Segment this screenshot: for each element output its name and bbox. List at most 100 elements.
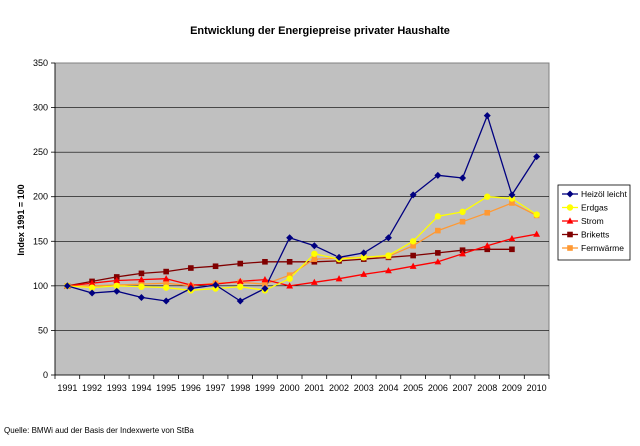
data-point-strom — [459, 250, 466, 257]
y-tick-label: 100 — [33, 281, 48, 291]
x-tick-label: 1992 — [82, 383, 102, 393]
data-point-fernw-rme — [262, 281, 268, 287]
data-point-heiz-l-leicht — [162, 297, 170, 305]
data-point-heiz-l-leicht — [113, 287, 121, 295]
data-point-erdgas — [113, 282, 120, 290]
data-point-erdgas — [484, 193, 491, 200]
x-tick-label: 1993 — [107, 383, 127, 393]
data-point-briketts — [410, 252, 416, 259]
data-point-fernw-rme — [484, 209, 491, 216]
series-markers — [63, 112, 541, 305]
legend-marker-strom — [566, 217, 574, 224]
y-tick-label: 300 — [33, 103, 48, 113]
data-point-erdgas — [385, 252, 392, 259]
legend-marker-erdgas — [566, 204, 574, 211]
data-point-heiz-l-leicht — [533, 153, 541, 161]
data-point-briketts — [212, 263, 219, 270]
data-point-strom — [434, 258, 442, 265]
data-point-strom — [286, 282, 294, 289]
data-point-strom — [261, 276, 269, 283]
data-point-strom — [483, 242, 491, 249]
legend-label-strom: Strom — [581, 216, 604, 226]
series-line-strom — [67, 233, 537, 287]
data-point-erdgas — [409, 238, 417, 245]
x-tick-label: 1995 — [156, 383, 176, 393]
data-point-strom — [88, 279, 96, 286]
data-point-heiz-l-leicht — [286, 234, 294, 242]
x-tick-label: 2008 — [477, 383, 497, 393]
data-point-fernw-rme — [311, 256, 318, 262]
data-point-strom — [113, 276, 121, 284]
legend-marker-briketts — [567, 231, 573, 238]
chart-title: Entwicklung der Energiepreise privater H… — [190, 25, 450, 37]
x-tick-label: 2007 — [453, 383, 473, 393]
data-point-briketts — [509, 246, 515, 253]
x-axis-ticks: 1991 1992 1993 1994 1995 1996 1997 1998 1999 2000… — [54, 374, 550, 393]
y-tick-label: 250 — [33, 147, 48, 157]
data-point-heiz-l-leicht — [434, 171, 442, 179]
x-tick-label: 1994 — [131, 383, 151, 393]
x-tick-label: 1991 — [57, 383, 77, 393]
y-tick-label: 150 — [33, 236, 48, 246]
data-point-strom — [385, 267, 392, 274]
data-point-erdgas — [311, 250, 318, 257]
data-point-heiz-l-leicht — [261, 285, 269, 293]
data-point-erdgas — [434, 213, 442, 220]
x-tick-label: 2006 — [428, 383, 448, 393]
x-tick-label: 2005 — [403, 383, 423, 393]
source-note: Quelle: BMWi aud der Basis der Indexwert… — [4, 426, 194, 435]
y-axis-label: Index 1991 = 100 — [16, 184, 26, 255]
legend-marker-fernw-rme — [567, 245, 573, 251]
data-point-strom — [360, 270, 368, 277]
data-point-fernw-rme — [459, 218, 466, 225]
data-point-heiz-l-leicht — [483, 112, 491, 120]
data-point-briketts — [484, 246, 491, 253]
data-point-briketts — [286, 258, 293, 265]
y-tick-label: 50 — [38, 325, 48, 335]
data-point-briketts — [163, 268, 169, 275]
x-tick-label: 2004 — [378, 383, 398, 393]
data-point-heiz-l-leicht — [236, 297, 244, 305]
data-point-strom — [187, 281, 195, 288]
x-tick-label: 1997 — [206, 383, 226, 393]
data-point-briketts — [138, 270, 145, 277]
legend-label-fernw-rme: Fernwärme — [581, 243, 624, 253]
x-tick-label: 2000 — [280, 383, 300, 393]
data-point-heiz-l-leicht — [384, 234, 392, 242]
series-line-heiz-l-leicht — [67, 114, 538, 302]
data-point-strom — [310, 278, 318, 285]
series-line-erdgas — [67, 196, 537, 291]
y-tick-label: 200 — [33, 192, 48, 202]
data-point-heiz-l-leicht — [212, 281, 220, 289]
data-point-heiz-l-leicht — [187, 285, 195, 293]
data-point-fernw-rme — [163, 280, 169, 286]
data-point-strom — [162, 275, 170, 282]
data-point-erdgas — [360, 254, 367, 261]
y-tick-label: 350 — [33, 58, 48, 68]
data-point-fernw-rme — [286, 272, 293, 278]
data-point-heiz-l-leicht — [360, 249, 368, 257]
data-point-heiz-l-leicht — [459, 174, 467, 182]
data-point-heiz-l-leicht — [508, 191, 516, 199]
y-axis-ticks: 0 50 100 150 200 250 300 350 — [33, 58, 56, 380]
data-point-briketts — [262, 258, 268, 265]
legend-label-heiz-l-leicht: Heizöl leicht — [581, 189, 627, 199]
data-point-briketts — [435, 250, 441, 256]
data-point-strom — [335, 275, 343, 282]
x-tick-label: 2001 — [304, 383, 324, 393]
data-point-briketts — [188, 265, 194, 271]
legend-label-briketts: Briketts — [581, 230, 609, 240]
data-point-erdgas — [138, 283, 145, 290]
data-point-strom — [236, 277, 244, 284]
y-tick-label: 0 — [43, 370, 48, 380]
x-tick-label: 1996 — [181, 383, 201, 393]
data-point-fernw-rme — [509, 200, 515, 206]
data-point-erdgas — [286, 275, 293, 282]
data-point-erdgas — [237, 283, 244, 290]
data-point-heiz-l-leicht — [63, 282, 71, 290]
data-point-erdgas — [508, 195, 516, 202]
x-tick-label: 2002 — [329, 383, 349, 393]
x-tick-label: 1998 — [230, 383, 250, 393]
data-point-heiz-l-leicht — [335, 253, 343, 261]
